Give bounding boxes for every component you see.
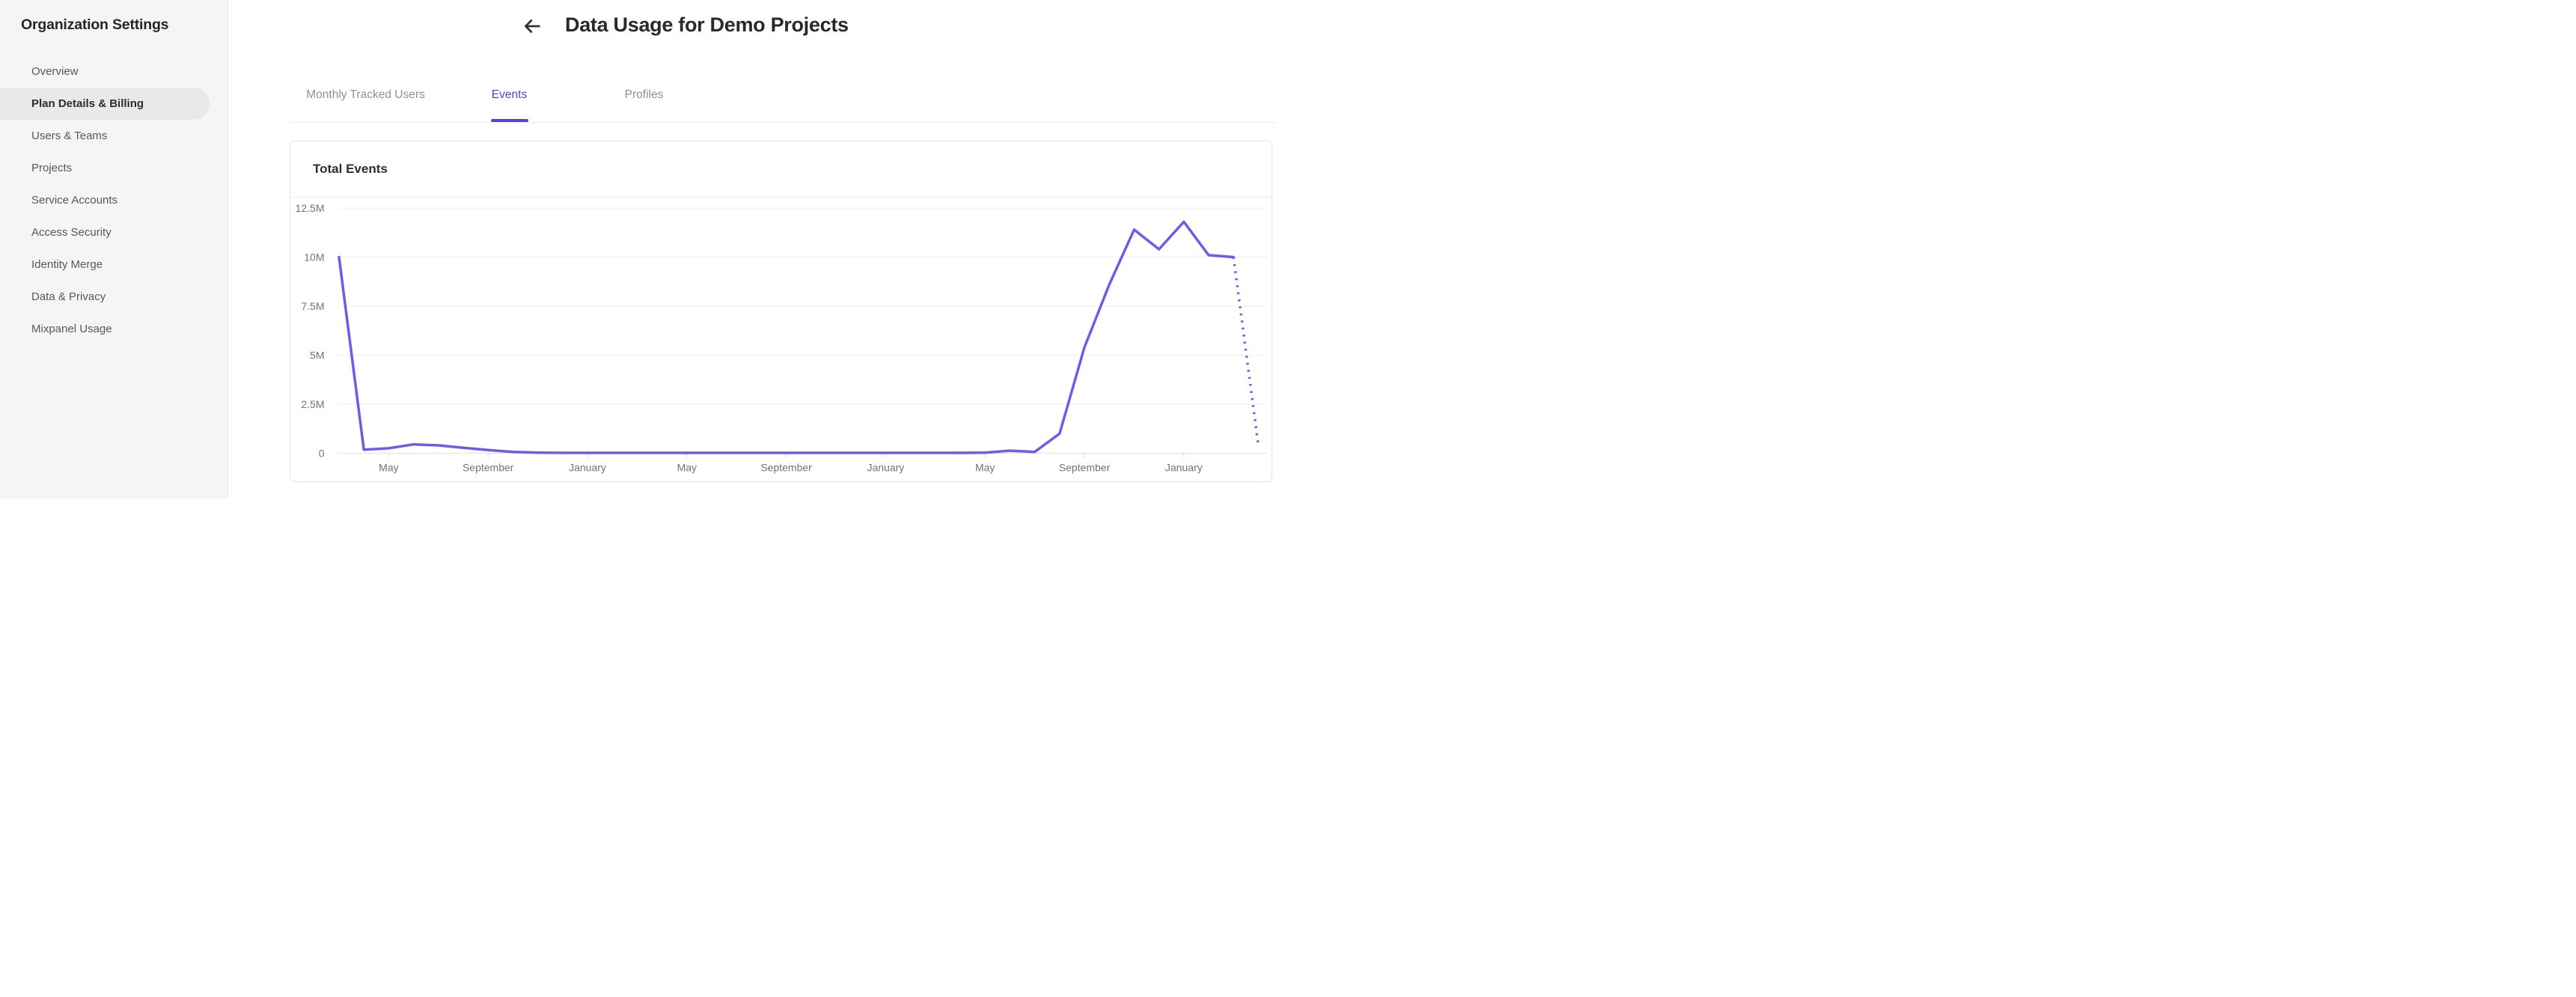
y-axis-label: 0 xyxy=(318,447,324,459)
x-axis-label: January xyxy=(569,461,606,473)
x-axis-label: May xyxy=(677,461,696,473)
page-title: Data Usage for Demo Projects xyxy=(565,13,849,36)
tab-monthly-tracked-users[interactable]: Monthly Tracked Users xyxy=(306,88,425,101)
events-line-projected-dotted xyxy=(1231,256,1260,445)
x-axis-label: September xyxy=(462,461,513,473)
sidebar-item-service-accounts[interactable]: Service Accounts xyxy=(31,194,118,207)
active-tab-underline xyxy=(490,119,528,122)
sidebar-item-data-privacy[interactable]: Data & Privacy xyxy=(31,290,106,303)
main-content: Data Usage for Demo Projects Monthly Tra… xyxy=(228,0,1288,498)
sidebar-item-mixpanel-usage[interactable]: Mixpanel Usage xyxy=(31,323,112,335)
y-axis-label: 5M xyxy=(310,349,324,361)
arrow-left-icon xyxy=(522,19,543,39)
sidebar-item-identity-merge[interactable]: Identity Merge xyxy=(31,258,103,271)
tab-bar: Monthly Tracked Users Events Profiles xyxy=(228,0,1288,123)
line-chart-canvas[interactable]: 12.5M 10M 7.5M 5M 2.5M 0 May September January Ma… xyxy=(290,198,1272,481)
sidebar-nav: Overview Plan Details & Billing Users & Te… xyxy=(0,55,228,345)
y-axis-label: 2.5M xyxy=(301,398,324,410)
sidebar-item-plan-details-billing[interactable]: Plan Details & Billing xyxy=(0,88,210,120)
sidebar: Organization Settings Overview Plan Detai… xyxy=(0,0,228,498)
events-line-solid xyxy=(337,220,1235,454)
total-events-chart[interactable]: 12.5M 10M 7.5M 5M 2.5M 0 May September January Ma… xyxy=(290,198,1272,481)
back-button[interactable] xyxy=(522,16,543,37)
card-header: Total Events xyxy=(290,141,1272,198)
tabs-divider xyxy=(290,121,1276,123)
y-axis-label: 10M xyxy=(304,251,324,263)
total-events-card: Total Events 12.5M 10M 7.5M 5M 2.5M 0 May Septe… xyxy=(289,140,1272,482)
y-axis-label: 7.5M xyxy=(301,300,324,312)
sidebar-item-overview[interactable]: Overview xyxy=(31,65,79,78)
x-axis-label: January xyxy=(867,461,904,473)
x-axis-label: May xyxy=(974,461,994,473)
sidebar-title: Organization Settings xyxy=(21,16,169,33)
x-axis-label: January xyxy=(1165,461,1202,473)
tab-events[interactable]: Events xyxy=(491,88,528,101)
x-axis-label: September xyxy=(760,461,812,473)
sidebar-item-access-security[interactable]: Access Security xyxy=(31,226,112,239)
sidebar-item-users-teams[interactable]: Users & Teams xyxy=(31,129,108,142)
tab-profiles[interactable]: Profiles xyxy=(624,88,664,101)
sidebar-item-projects[interactable]: Projects xyxy=(31,162,73,174)
organization-settings-screen: Organization Settings Overview Plan Detai… xyxy=(0,0,1288,498)
x-axis-label: May xyxy=(379,461,398,473)
card-title: Total Events xyxy=(313,161,388,176)
y-axis-label: 12.5M xyxy=(295,202,324,214)
x-axis-label: September xyxy=(1058,461,1110,473)
